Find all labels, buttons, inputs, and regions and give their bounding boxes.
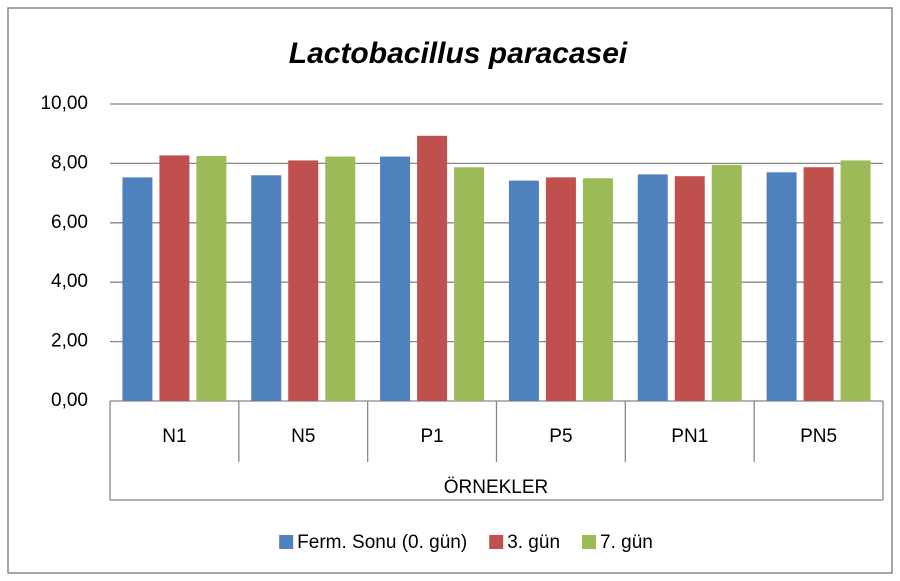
x-tick-label: PN5	[800, 426, 837, 447]
chart-border	[7, 7, 893, 574]
bar	[766, 172, 797, 401]
x-tick-label: PN1	[671, 426, 708, 447]
bar	[251, 175, 282, 401]
legend-label: Ferm. Sonu (0. gün)	[297, 532, 467, 553]
bar	[288, 160, 319, 401]
bar	[325, 156, 356, 401]
bar	[637, 174, 668, 401]
y-tick-label: 10,00	[40, 93, 88, 114]
bar	[159, 155, 190, 401]
legend-swatch	[582, 535, 597, 549]
legend-label: 7. gün	[600, 532, 653, 553]
bar	[454, 167, 485, 401]
x-tick-label: P1	[420, 426, 443, 447]
bar	[122, 177, 153, 401]
y-tick-label: 2,00	[51, 331, 88, 352]
legend-swatch	[279, 535, 294, 549]
y-tick-label: 6,00	[51, 212, 88, 233]
bar	[803, 167, 834, 401]
bar	[196, 155, 227, 401]
bar	[582, 178, 613, 401]
bar	[380, 156, 411, 401]
x-tick-label: N5	[291, 426, 315, 447]
bar	[711, 164, 742, 401]
bar	[508, 180, 539, 401]
bar	[545, 177, 576, 401]
x-tick-label: P5	[549, 426, 572, 447]
bar	[417, 135, 448, 402]
y-tick-label: 0,00	[51, 390, 88, 411]
x-axis-title: ÖRNEKLER	[444, 477, 549, 498]
chart-title: Lactobacillus paracasei	[289, 37, 628, 70]
y-tick-label: 8,00	[51, 152, 88, 173]
legend-label: 3. gün	[507, 532, 560, 553]
bar	[840, 160, 871, 401]
bar	[674, 176, 705, 401]
y-tick-label: 4,00	[51, 271, 88, 292]
x-tick-label: N1	[162, 426, 186, 447]
legend-swatch	[489, 535, 504, 549]
